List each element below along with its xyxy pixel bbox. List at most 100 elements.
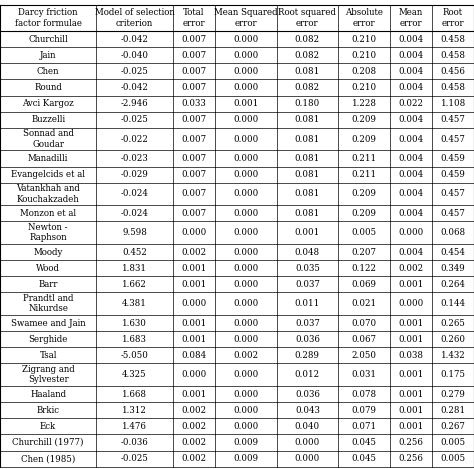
Text: 0.180: 0.180	[295, 99, 320, 108]
Text: 0.081: 0.081	[295, 67, 320, 76]
Text: 0.289: 0.289	[295, 351, 320, 360]
Text: 0.004: 0.004	[399, 115, 424, 124]
Text: 0.000: 0.000	[233, 422, 258, 431]
Text: 0.260: 0.260	[440, 335, 465, 344]
Text: 0.452: 0.452	[122, 248, 147, 257]
Text: 0.000: 0.000	[233, 83, 258, 92]
Text: Model of selection
criterion: Model of selection criterion	[95, 8, 174, 28]
Text: 0.048: 0.048	[295, 248, 320, 257]
Text: 0.009: 0.009	[233, 438, 258, 447]
Text: 0.038: 0.038	[399, 351, 424, 360]
Text: 0.007: 0.007	[181, 115, 206, 124]
Text: 0.004: 0.004	[399, 154, 424, 163]
Text: Brkic: Brkic	[36, 406, 60, 415]
Text: 0.209: 0.209	[352, 189, 377, 198]
Text: 0.211: 0.211	[352, 154, 377, 163]
Text: 0.004: 0.004	[399, 170, 424, 179]
Text: Barr: Barr	[38, 280, 58, 289]
Text: 0.002: 0.002	[181, 454, 206, 463]
Text: 0.264: 0.264	[440, 280, 465, 289]
Text: 0.001: 0.001	[399, 318, 424, 327]
Text: 0.000: 0.000	[233, 115, 258, 124]
Text: Chen: Chen	[37, 67, 59, 76]
Text: 0.004: 0.004	[399, 248, 424, 257]
Text: 0.279: 0.279	[440, 390, 465, 399]
Text: 0.209: 0.209	[352, 115, 377, 124]
Text: -0.025: -0.025	[120, 67, 148, 76]
Text: 1.228: 1.228	[352, 99, 377, 108]
Text: 0.456: 0.456	[440, 67, 465, 76]
Text: -0.023: -0.023	[121, 154, 148, 163]
Text: 0.000: 0.000	[181, 228, 206, 237]
Text: Mean Squared
error: Mean Squared error	[214, 8, 277, 28]
Text: Prandtl and
Nikurdse: Prandtl and Nikurdse	[23, 294, 73, 313]
Text: 0.070: 0.070	[352, 318, 377, 327]
Text: 0.000: 0.000	[233, 135, 258, 144]
Text: -0.042: -0.042	[120, 35, 148, 44]
Text: 0.035: 0.035	[295, 264, 320, 272]
Text: 0.000: 0.000	[233, 390, 258, 399]
Text: 0.022: 0.022	[399, 99, 424, 108]
Text: 0.000: 0.000	[233, 51, 258, 60]
Text: -0.042: -0.042	[120, 83, 148, 92]
Text: 0.000: 0.000	[233, 299, 258, 308]
Text: 0.209: 0.209	[352, 209, 377, 218]
Text: Tsal: Tsal	[39, 351, 57, 360]
Text: 0.001: 0.001	[181, 280, 206, 289]
Text: Buzzelli: Buzzelli	[31, 115, 65, 124]
Text: 0.071: 0.071	[352, 422, 377, 431]
Text: 0.007: 0.007	[181, 51, 206, 60]
Text: 1.630: 1.630	[122, 318, 147, 327]
Text: 0.000: 0.000	[233, 248, 258, 257]
Text: 0.001: 0.001	[399, 406, 424, 415]
Text: 0.081: 0.081	[295, 135, 320, 144]
Text: 0.000: 0.000	[233, 335, 258, 344]
Text: Round: Round	[34, 83, 62, 92]
Text: 4.325: 4.325	[122, 370, 147, 379]
Text: 9.598: 9.598	[122, 228, 147, 237]
Text: Newton -
Raphson: Newton - Raphson	[28, 223, 68, 242]
Text: Sonnad and
Goudar: Sonnad and Goudar	[23, 129, 73, 149]
Text: 0.031: 0.031	[352, 370, 377, 379]
Text: 0.000: 0.000	[181, 370, 206, 379]
Text: 0.084: 0.084	[181, 351, 206, 360]
Text: 0.000: 0.000	[233, 264, 258, 272]
Text: 0.007: 0.007	[181, 135, 206, 144]
Text: Absolute
error: Absolute error	[345, 8, 383, 28]
Text: 0.012: 0.012	[295, 370, 320, 379]
Text: 1.668: 1.668	[122, 390, 147, 399]
Text: -0.040: -0.040	[120, 51, 148, 60]
Text: 0.036: 0.036	[295, 335, 320, 344]
Text: 1.432: 1.432	[441, 351, 465, 360]
Text: 0.037: 0.037	[295, 318, 320, 327]
Text: 0.002: 0.002	[181, 422, 206, 431]
Text: Serghide: Serghide	[28, 335, 68, 344]
Text: Churchill (1977): Churchill (1977)	[12, 438, 84, 447]
Text: Manadilli: Manadilli	[28, 154, 68, 163]
Text: 0.005: 0.005	[440, 454, 465, 463]
Text: 0.457: 0.457	[440, 115, 465, 124]
Text: 0.458: 0.458	[440, 35, 465, 44]
Text: 0.081: 0.081	[295, 115, 320, 124]
Text: Jain: Jain	[40, 51, 56, 60]
Text: Mean
error: Mean error	[399, 8, 423, 28]
Text: 1.831: 1.831	[122, 264, 147, 272]
Text: 0.457: 0.457	[440, 135, 465, 144]
Text: 0.043: 0.043	[295, 406, 320, 415]
Text: 1.683: 1.683	[122, 335, 147, 344]
Text: Moody: Moody	[34, 248, 63, 257]
Text: 0.000: 0.000	[233, 209, 258, 218]
Text: 0.000: 0.000	[399, 228, 424, 237]
Text: 0.002: 0.002	[181, 438, 206, 447]
Text: -0.036: -0.036	[121, 438, 148, 447]
Text: 0.457: 0.457	[440, 209, 465, 218]
Text: 0.000: 0.000	[295, 454, 320, 463]
Text: 0.005: 0.005	[352, 228, 377, 237]
Text: 0.459: 0.459	[440, 154, 465, 163]
Text: 0.040: 0.040	[295, 422, 320, 431]
Text: 0.256: 0.256	[399, 438, 423, 447]
Text: -0.022: -0.022	[120, 135, 148, 144]
Text: Root
error: Root error	[442, 8, 465, 28]
Text: 1.476: 1.476	[122, 422, 147, 431]
Text: 0.082: 0.082	[295, 35, 320, 44]
